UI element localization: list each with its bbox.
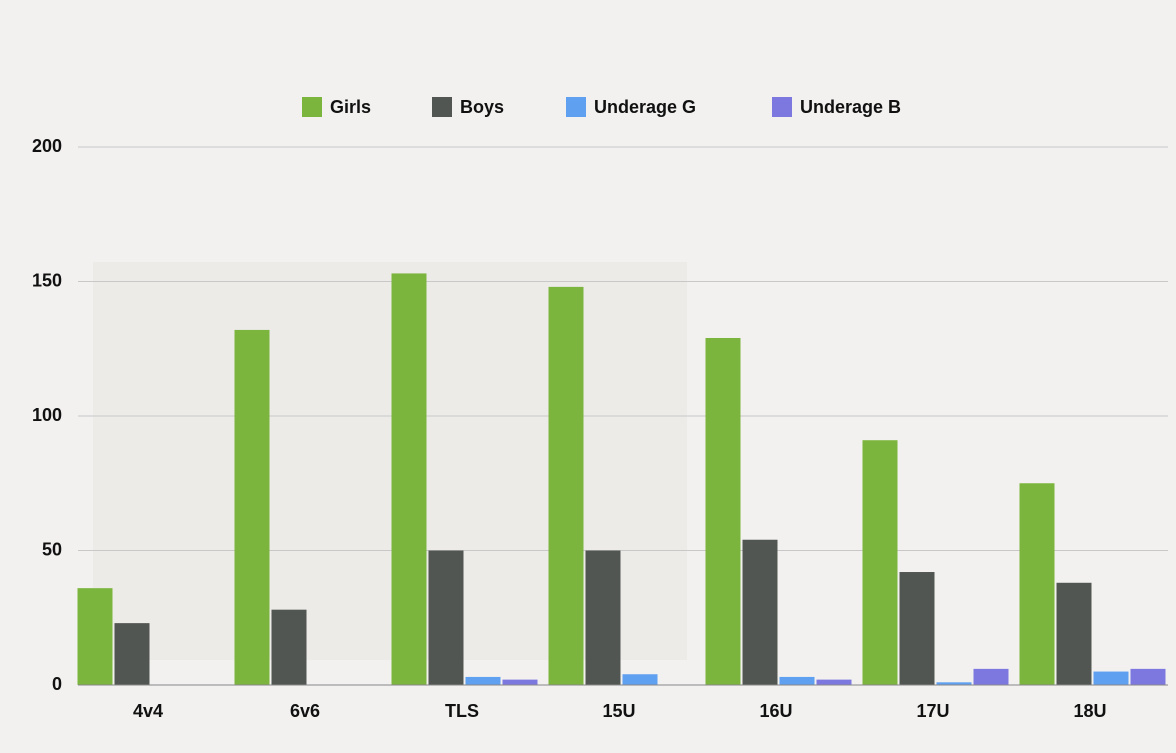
x-tick-label: TLS: [445, 701, 479, 721]
bar: [114, 623, 150, 685]
x-tick-label: 18U: [1073, 701, 1106, 721]
legend-swatch: [302, 97, 322, 117]
y-tick-label: 50: [42, 539, 62, 559]
bar: [862, 440, 898, 685]
bar: [1056, 582, 1092, 685]
bar: [465, 676, 501, 685]
x-tick-label: 4v4: [133, 701, 163, 721]
bar: [816, 679, 852, 685]
bar: [391, 273, 427, 685]
bar: [1093, 671, 1129, 685]
bar: [1019, 483, 1055, 685]
y-tick-label: 100: [32, 405, 62, 425]
legend-label: Underage G: [594, 97, 696, 117]
bar: [742, 539, 778, 685]
x-tick-label: 16U: [759, 701, 792, 721]
bar: [502, 679, 538, 685]
bar: [899, 572, 935, 685]
bar: [936, 682, 972, 685]
bar: [271, 609, 307, 685]
bar: [77, 588, 113, 685]
legend-swatch: [432, 97, 452, 117]
legend-swatch: [772, 97, 792, 117]
legend-label: Girls: [330, 97, 371, 117]
bar: [705, 337, 741, 685]
bar: [234, 329, 270, 685]
x-tick-label: 15U: [602, 701, 635, 721]
bar: [428, 550, 464, 685]
legend-label: Boys: [460, 97, 504, 117]
y-tick-label: 150: [32, 270, 62, 290]
bar: [585, 550, 621, 685]
bar: [548, 286, 584, 685]
y-tick-label: 200: [32, 136, 62, 156]
x-tick-label: 6v6: [290, 701, 320, 721]
y-tick-label: 0: [52, 674, 62, 694]
x-tick-label: 17U: [916, 701, 949, 721]
bar: [973, 668, 1009, 685]
legend-swatch: [566, 97, 586, 117]
legend-label: Underage B: [800, 97, 901, 117]
bar: [1130, 668, 1166, 685]
bar: [779, 676, 815, 685]
bar: [622, 674, 658, 685]
